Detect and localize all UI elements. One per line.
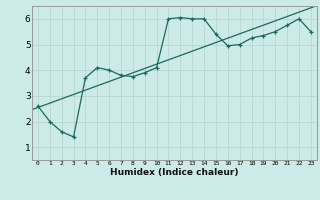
X-axis label: Humidex (Indice chaleur): Humidex (Indice chaleur) — [110, 168, 239, 177]
